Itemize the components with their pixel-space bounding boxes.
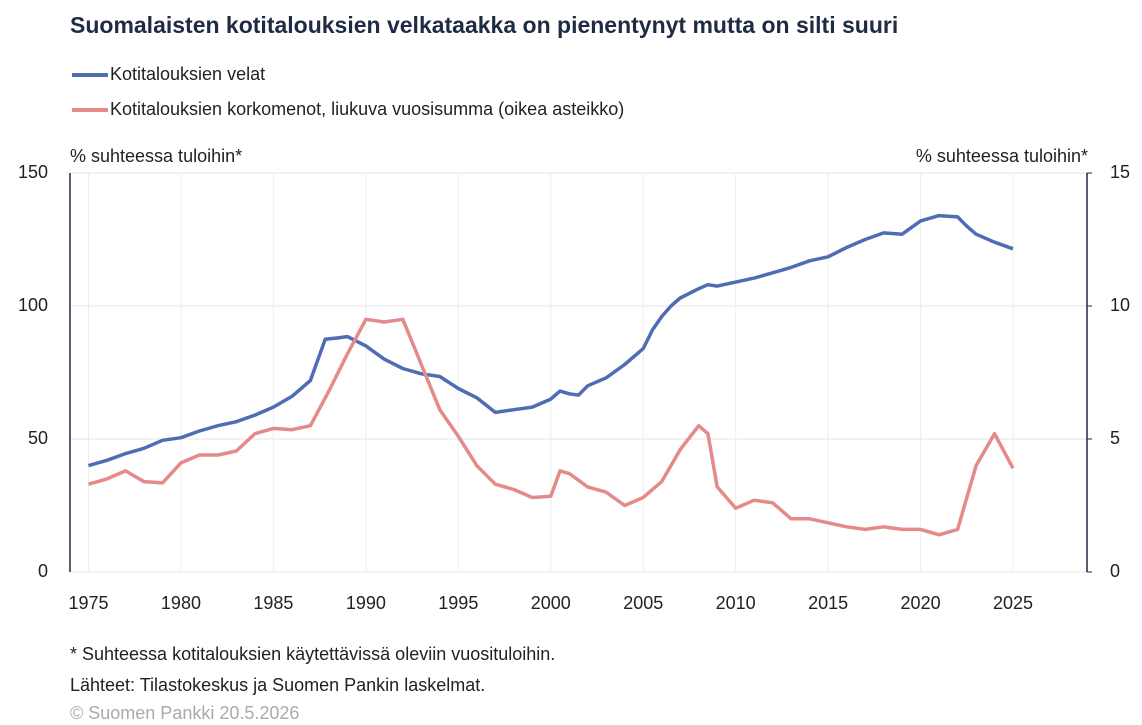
y-tick-label: 0 [38, 561, 48, 581]
x-tick-label: 2025 [993, 593, 1033, 613]
y-tick-label: 150 [18, 162, 48, 182]
y2-tick-label: 10 [1110, 295, 1130, 315]
x-tick-label: 2005 [623, 593, 663, 613]
data-line [88, 213, 1014, 468]
y2-tick-label: 15 [1110, 162, 1130, 182]
chart-title: Suomalaisten kotitalouksien velkataakka … [70, 12, 898, 38]
x-tick-label: 1975 [68, 593, 108, 613]
x-tick-label: 2000 [531, 593, 571, 613]
x-tick-label: 2020 [901, 593, 941, 613]
source: Lähteet: Tilastokeskus ja Suomen Pankin … [70, 675, 485, 695]
legend-label: Kotitalouksien velat [110, 64, 265, 84]
copyright: © Suomen Pankki 20.5.2026 [70, 703, 299, 723]
y2-axis-label: % suhteessa tuloihin* [916, 146, 1088, 166]
footnote: * Suhteessa kotitalouksien käytettävissä… [70, 644, 555, 664]
legend-label: Kotitalouksien korkomenot, liukuva vuosi… [110, 99, 624, 119]
x-tick-label: 1985 [253, 593, 293, 613]
y-tick-label: 100 [18, 295, 48, 315]
x-tick-label: 1980 [161, 593, 201, 613]
x-tick-label: 1995 [438, 593, 478, 613]
x-tick-label: 1990 [346, 593, 386, 613]
y-tick-label: 50 [28, 428, 48, 448]
data-line [88, 317, 1015, 537]
x-tick-label: 2010 [716, 593, 756, 613]
y2-tick-label: 0 [1110, 561, 1120, 581]
y-axis-label: % suhteessa tuloihin* [70, 146, 242, 166]
x-tick-label: 2015 [808, 593, 848, 613]
y2-tick-label: 5 [1110, 428, 1120, 448]
